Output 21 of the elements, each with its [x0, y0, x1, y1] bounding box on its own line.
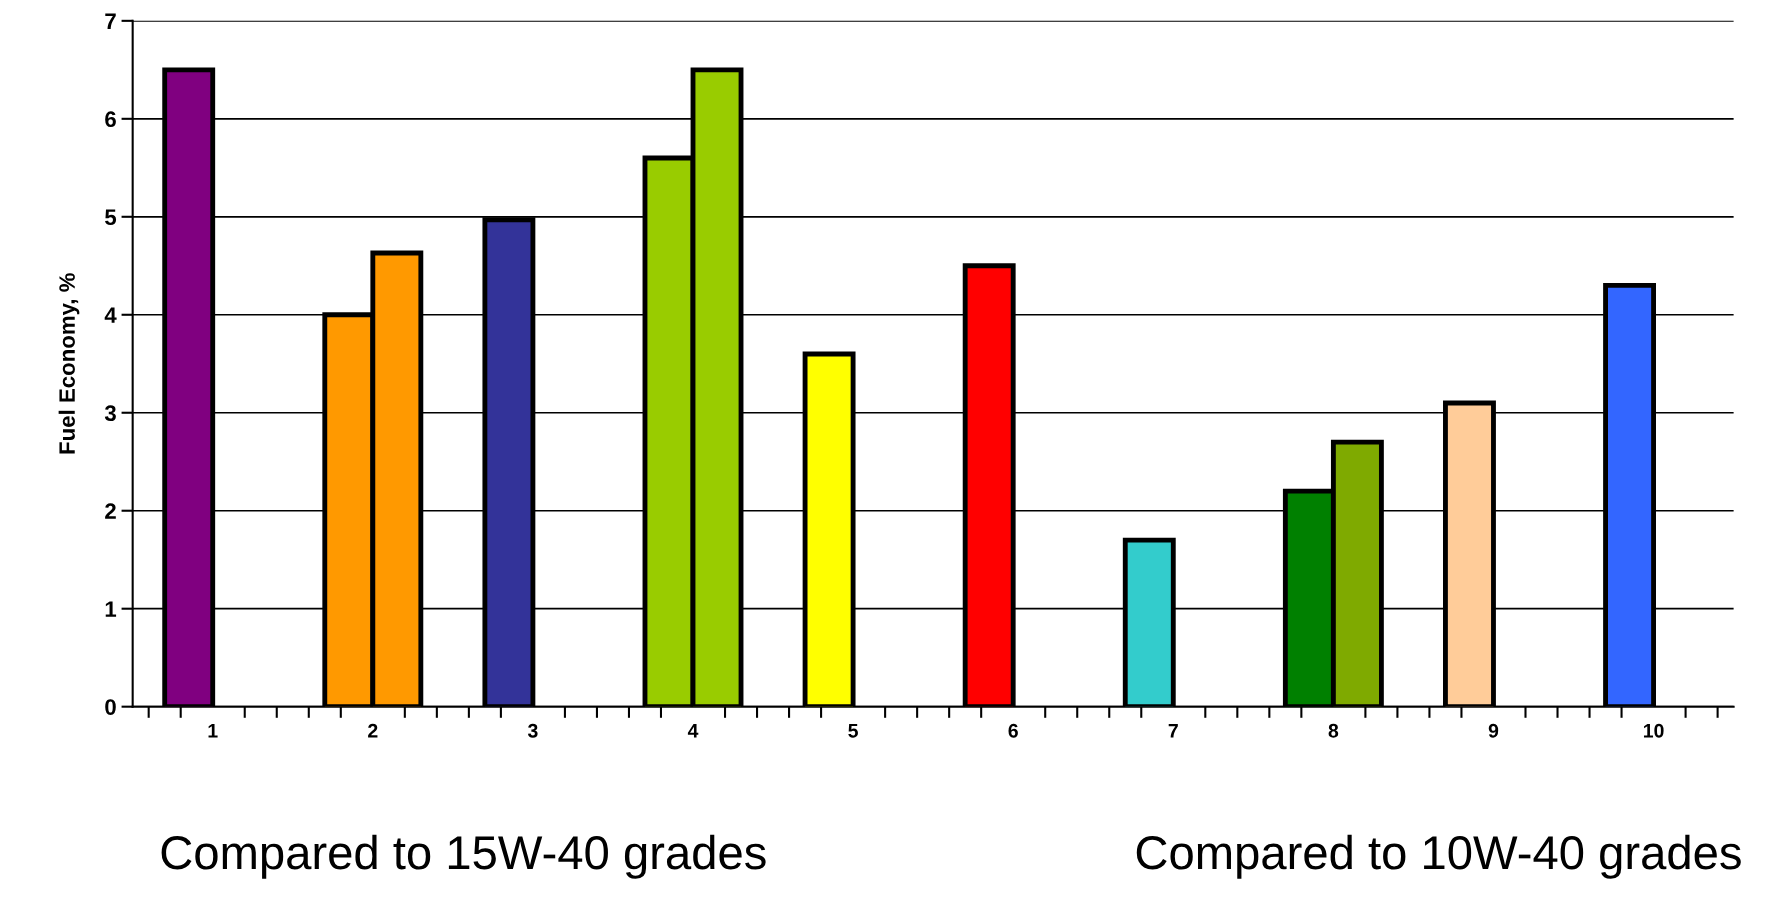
y-tick-label: 5	[105, 209, 117, 226]
x-tick-label: 10	[1643, 723, 1664, 738]
x-tick-label: 1	[208, 724, 218, 738]
y-tick-label: 0	[105, 699, 116, 715]
x-tick-label: 7	[1168, 724, 1178, 738]
text: Compared to 15W-40 grades	[161, 834, 766, 879]
x-tick-label: 2	[368, 723, 378, 738]
y-tick-label: 3	[104, 405, 116, 422]
y-axis-title: Fuel Economy, %	[58, 273, 80, 454]
y-tick-label: 6	[105, 111, 116, 128]
x-tick-label: 3	[527, 723, 538, 738]
x-tick-label: 4	[687, 724, 699, 738]
y-tick-label: 4	[104, 307, 117, 323]
x-tick-label: 6	[1008, 723, 1018, 738]
x-tick-label: 9	[1488, 723, 1499, 738]
x-tick-label: 8	[1328, 723, 1339, 738]
y-tick-label: 7	[105, 13, 116, 29]
text: Compared to 10W-40 grades	[1136, 834, 1741, 879]
y-tick-label: 1	[105, 601, 117, 617]
x-tick-label: 5	[848, 724, 858, 738]
y-tick-label: 2	[105, 503, 116, 519]
